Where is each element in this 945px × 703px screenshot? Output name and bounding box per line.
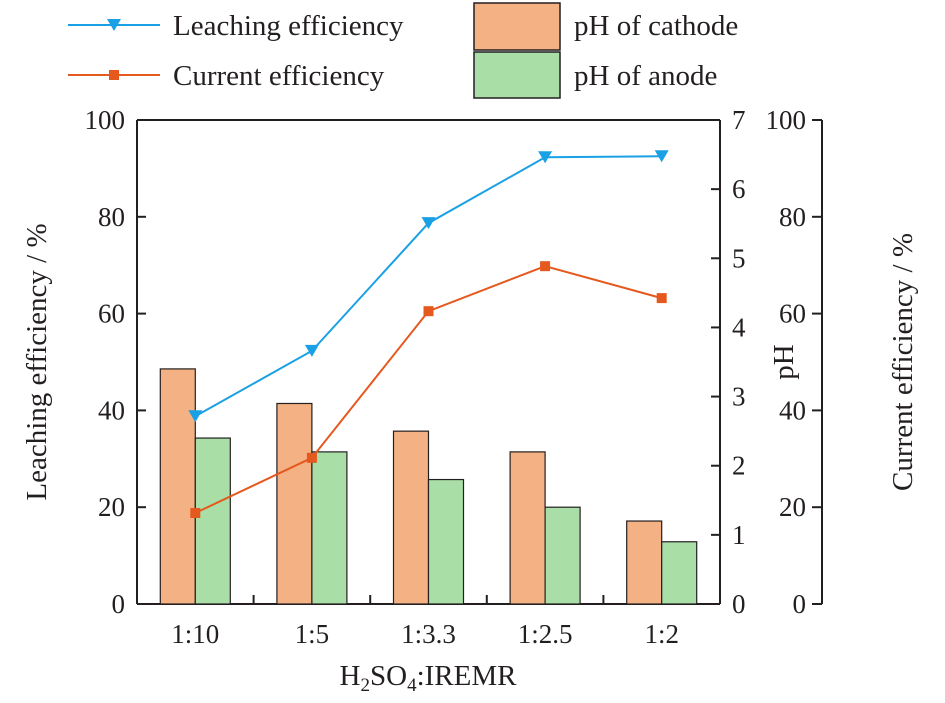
legend-leaching-marker	[107, 19, 121, 31]
x-tick-label: 1:2.5	[518, 619, 573, 649]
ph-axis-ticks: 0 1 2 3 4 5 6 7	[711, 105, 746, 619]
left-tick-label: 60	[98, 299, 125, 329]
current-tick-label: 100	[766, 105, 807, 135]
point-leaching-efficiency	[304, 344, 319, 357]
current-tick-label: 20	[779, 492, 806, 522]
ph-tick-label: 6	[732, 174, 746, 204]
ph-tick-label: 1	[732, 520, 746, 550]
point-current-efficiency	[190, 508, 201, 519]
bar-ph-cathode	[159, 368, 196, 605]
left-tick-label: 100	[85, 105, 126, 135]
legend-item-ph-anode[interactable]: pH of anode	[473, 51, 717, 99]
legend-leaching-label: Leaching efficiency	[173, 10, 404, 42]
legend: Leaching efficiency Current efficiency p…	[68, 2, 738, 99]
current-tick-label: 0	[793, 589, 807, 619]
line-leaching-efficiency	[194, 155, 662, 418]
bar-ph-anode	[661, 541, 698, 605]
legend-anode-label: pH of anode	[574, 60, 717, 92]
x-axis-title-iremr: :IREMR	[417, 660, 518, 692]
x-axis-title-sub-2: 2	[360, 675, 370, 696]
point-leaching-efficiency	[421, 217, 436, 230]
point-current-efficiency	[656, 293, 667, 304]
ph-tick-label: 7	[732, 105, 746, 135]
x-tick-label: 1:2	[644, 619, 679, 649]
left-tick-label: 0	[112, 589, 126, 619]
x-tick-label: 1:3.3	[401, 619, 456, 649]
right-axis-title: Current efficiency / %	[887, 233, 919, 491]
ph-axis-title: pH	[768, 344, 800, 380]
x-tick-label: 1:5	[295, 619, 330, 649]
point-leaching-efficiency	[538, 151, 553, 164]
bar-ph-cathode	[276, 402, 313, 605]
bar-ph-cathode	[626, 520, 663, 605]
current-tick-label: 60	[779, 299, 806, 329]
bar-ph-anode	[194, 437, 231, 605]
bars	[159, 368, 698, 605]
x-tick-label: 1:10	[171, 619, 219, 649]
legend-current-marker	[109, 70, 119, 80]
ph-tick-label: 2	[732, 451, 746, 481]
legend-item-ph-cathode[interactable]: pH of cathode	[473, 2, 738, 51]
current-axis-ticks: 0 20 40 60 80 100	[766, 105, 822, 619]
x-axis-title-sub-4: 4	[407, 675, 417, 696]
point-leaching-efficiency	[188, 410, 203, 423]
left-tick-label: 20	[98, 492, 125, 522]
x-axis-ticks: 1:10 1:5 1:3.3 1:2.5 1:2	[171, 595, 679, 649]
current-tick-label: 40	[779, 395, 806, 425]
bar-ph-anode	[427, 478, 465, 605]
left-tick-label: 40	[98, 395, 125, 425]
left-axis-ticks: 0 20 40 60 80 100	[85, 105, 146, 619]
ph-tick-label: 0	[732, 589, 746, 619]
bar-ph-anode	[544, 506, 581, 605]
bar-ph-cathode	[509, 451, 546, 605]
legend-item-leaching-efficiency[interactable]: Leaching efficiency	[68, 10, 404, 42]
lines	[188, 150, 669, 519]
ph-tick-label: 4	[732, 312, 746, 342]
legend-current-label: Current efficiency	[173, 60, 385, 92]
ph-tick-label: 3	[732, 382, 746, 412]
point-current-efficiency	[423, 306, 434, 317]
legend-item-current-efficiency[interactable]: Current efficiency	[68, 60, 385, 92]
point-current-efficiency	[540, 261, 551, 272]
x-axis-title-so: SO	[370, 660, 407, 692]
x-axis-title: H2SO4:IREMR	[340, 660, 518, 696]
point-leaching-efficiency	[654, 150, 669, 163]
bar-ph-cathode	[392, 430, 430, 605]
plot-area	[136, 119, 823, 605]
x-axis-title-h: H	[340, 660, 361, 692]
current-tick-label: 80	[779, 202, 806, 232]
legend-anode-swatch	[473, 51, 561, 99]
point-current-efficiency	[306, 452, 317, 463]
left-axis-title: Leaching efficiency / %	[21, 223, 53, 500]
left-tick-label: 80	[98, 202, 125, 232]
bar-ph-anode	[311, 451, 348, 605]
legend-cathode-swatch	[473, 2, 561, 51]
legend-cathode-label: pH of cathode	[574, 10, 738, 42]
ph-tick-label: 5	[732, 243, 746, 273]
